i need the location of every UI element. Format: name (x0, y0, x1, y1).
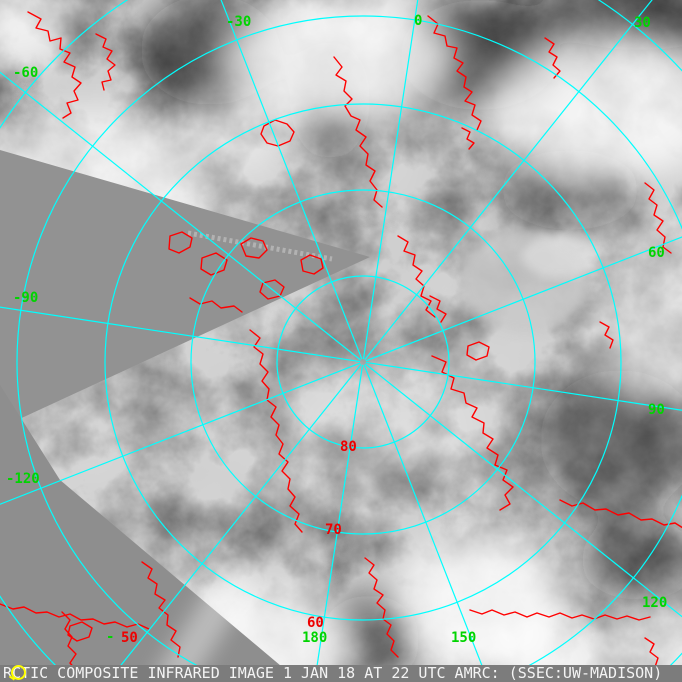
caption-bar: RCTIC COMPOSITE INFRARED IMAGE 1 JAN 18 … (0, 665, 682, 682)
coastline-path (95, 33, 116, 91)
longitude-label: 90 (648, 402, 665, 418)
coastline-path (249, 329, 303, 533)
longitude-label: 120 (642, 595, 667, 611)
ice-sheet-highlight (522, 234, 598, 278)
coastline-path (141, 561, 181, 658)
coastline-path (67, 621, 93, 642)
coastline-path (431, 355, 514, 511)
coastline-path (200, 252, 228, 276)
coastline-path (599, 321, 614, 349)
coastline-path (544, 37, 561, 79)
meridian-line (364, 363, 682, 618)
latitude-label: 60 (307, 615, 324, 631)
longitude-label: -90 (13, 290, 38, 306)
cloud-blob (580, 295, 682, 405)
cloud-blob (290, 370, 470, 490)
cloud-blob (0, 0, 70, 70)
longitude-label: 0 (414, 13, 422, 29)
longitude-label: 150 (451, 630, 476, 646)
meridian-line (364, 0, 653, 361)
coastline-path (240, 237, 268, 259)
meridian-line (362, 0, 419, 360)
longitude-label: 180 (302, 630, 327, 646)
coastline-path (466, 341, 490, 361)
latitude-label: 50 (121, 630, 138, 646)
coastline-path (461, 127, 475, 150)
meridian-line (365, 361, 682, 411)
latitude-circle (104, 103, 622, 621)
wedge-boundary-hatching (187, 230, 333, 262)
missing-data-sectors (0, 150, 370, 682)
meridian-line (365, 236, 682, 362)
coastline-path (644, 182, 672, 254)
latitude-label: 70 (325, 522, 342, 538)
coastline-path (559, 499, 682, 529)
latitude-circle (16, 15, 682, 682)
coastline-path (260, 119, 295, 147)
meridian-line (0, 306, 361, 363)
meridian-line (0, 71, 362, 361)
coordinate-labels: -30 0 30 -60 -90 -120 - 180 150 120 90 60 80 70 60 50 (6, 13, 667, 646)
missing-data-wedge (0, 150, 370, 428)
coastline-path (300, 254, 324, 275)
meridian-line (363, 364, 490, 682)
longitude-label: -60 (13, 65, 38, 81)
latitude-label: 80 (340, 439, 357, 455)
longitude-label: 30 (634, 15, 651, 31)
bright-diagonal-band (150, 558, 258, 682)
latitude-circle (276, 275, 450, 449)
longitude-label: - (106, 629, 114, 645)
coastline-path (469, 609, 651, 621)
station-marker-icon (11, 665, 26, 680)
longitude-label: 60 (648, 245, 665, 261)
coastline-path (333, 56, 383, 208)
coastline-path (427, 15, 482, 131)
coastline-path (168, 231, 193, 254)
coastline-path (364, 557, 399, 658)
coastline-path (429, 295, 447, 323)
meridian-line (220, 0, 363, 360)
coastline-path (189, 297, 243, 313)
meridian-line (106, 363, 362, 682)
coastline-path (397, 235, 436, 318)
meridian-line (0, 362, 361, 505)
cloud-blob (580, 520, 682, 600)
cloud-blob (220, 0, 460, 125)
caption-text: RCTIC COMPOSITE INFRARED IMAGE 1 JAN 18 … (3, 664, 663, 682)
longitude-label: -120 (6, 471, 40, 487)
coastline-path (27, 11, 82, 119)
meridian-line (313, 364, 364, 682)
cloud-blob (480, 35, 682, 185)
missing-data-wedge (0, 385, 300, 682)
longitude-label: -30 (226, 14, 251, 30)
cloud-blob (620, 595, 682, 682)
coastline-path (0, 603, 150, 630)
latitude-circle (190, 189, 536, 535)
